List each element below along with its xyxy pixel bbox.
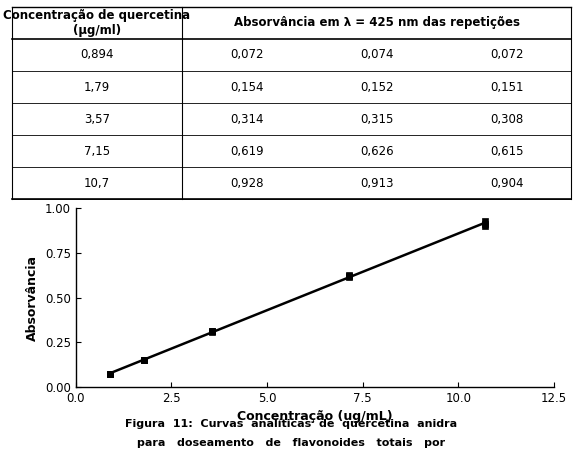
Text: 0,615: 0,615 xyxy=(490,145,524,158)
Text: 0,074: 0,074 xyxy=(360,49,394,61)
Text: 0,151: 0,151 xyxy=(490,81,524,93)
Text: 0,626: 0,626 xyxy=(360,145,394,158)
Text: 3,57: 3,57 xyxy=(84,113,110,125)
Text: 0,894: 0,894 xyxy=(80,49,114,61)
X-axis label: Concentração (ug/mL): Concentração (ug/mL) xyxy=(237,410,392,424)
Text: 0,928: 0,928 xyxy=(230,177,264,190)
Text: 0,913: 0,913 xyxy=(360,177,394,190)
Text: 0,308: 0,308 xyxy=(490,113,523,125)
Text: 0,072: 0,072 xyxy=(230,49,264,61)
Text: 7,15: 7,15 xyxy=(84,145,110,158)
Y-axis label: Absorvância: Absorvância xyxy=(26,255,40,341)
Text: para   doseamento   de   flavonoides   totais   por: para doseamento de flavonoides totais po… xyxy=(138,438,445,448)
Text: 0,904: 0,904 xyxy=(490,177,524,190)
Text: 0,154: 0,154 xyxy=(230,81,264,93)
Text: Absorvância em λ = 425 nm das repetições: Absorvância em λ = 425 nm das repetições xyxy=(234,16,520,29)
Text: 0,315: 0,315 xyxy=(360,113,394,125)
Text: 0,152: 0,152 xyxy=(360,81,394,93)
Text: 0,314: 0,314 xyxy=(230,113,264,125)
Text: 10,7: 10,7 xyxy=(84,177,110,190)
Text: 0,619: 0,619 xyxy=(230,145,264,158)
Text: Figura  11:  Curvas  analíticas  de  quercetina  anidra: Figura 11: Curvas analíticas de querceti… xyxy=(125,419,458,429)
Text: 1,79: 1,79 xyxy=(84,81,110,93)
Text: Concentração de quercetina
(μg/ml): Concentração de quercetina (μg/ml) xyxy=(3,9,191,37)
Text: 0,072: 0,072 xyxy=(490,49,524,61)
